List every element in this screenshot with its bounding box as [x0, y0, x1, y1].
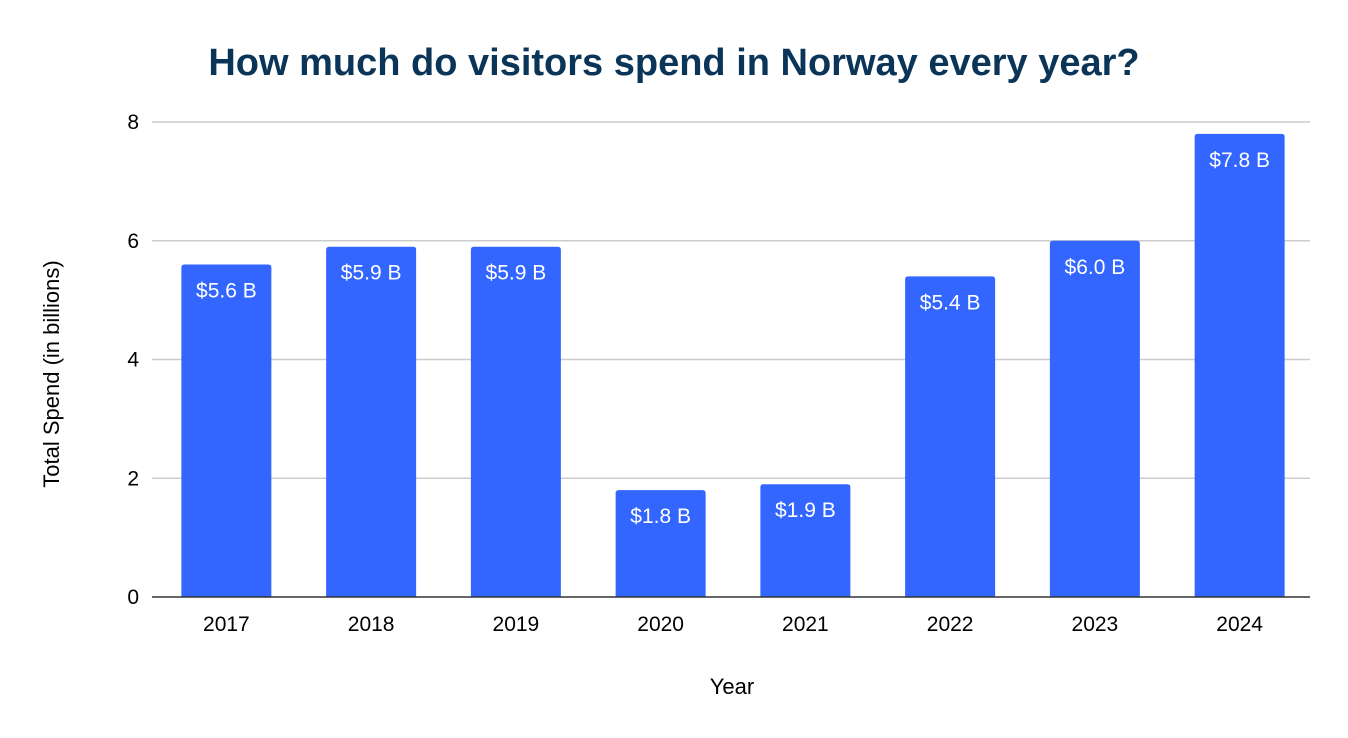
chart-title: How much do visitors spend in Norway eve… — [208, 42, 1139, 84]
bars — [181, 133, 1285, 597]
bar-2017 — [181, 264, 272, 597]
data-label-2022: $5.4 B — [920, 291, 981, 314]
bar-2020 — [615, 490, 706, 597]
bar-2021 — [760, 484, 851, 597]
bar-2018 — [326, 246, 417, 597]
data-label-2018: $5.9 B — [341, 262, 402, 285]
y-tick-label: 4 — [127, 349, 139, 372]
x-axis-label: Year — [710, 674, 754, 699]
x-tick-label: 2024 — [1216, 613, 1263, 636]
data-label-2024: $7.8 B — [1209, 149, 1270, 172]
y-axis-ticks: 0 2 4 6 8 — [127, 111, 139, 609]
data-label-2021: $1.9 B — [775, 499, 836, 522]
x-tick-label: 2018 — [348, 613, 395, 636]
y-tick-label: 2 — [127, 467, 139, 490]
x-axis-ticks: 2017 2018 2019 2020 2021 2022 2023 2024 — [203, 613, 1263, 636]
bar-2023 — [1049, 240, 1140, 597]
x-tick-label: 2022 — [927, 613, 974, 636]
y-tick-label: 0 — [127, 586, 139, 609]
data-labels: $5.6 B $5.9 B $5.9 B $1.8 B $1.9 B $5.4 B $6.0… — [196, 149, 1270, 528]
bar-2019 — [470, 246, 561, 597]
bar-2022 — [905, 276, 996, 597]
y-tick-label: 6 — [127, 230, 139, 253]
bar-2024 — [1194, 133, 1285, 597]
x-tick-label: 2019 — [493, 613, 540, 636]
data-label-2023: $6.0 B — [1065, 256, 1126, 279]
x-tick-label: 2020 — [637, 613, 684, 636]
data-label-2020: $1.8 B — [630, 505, 691, 528]
y-tick-label: 8 — [127, 111, 139, 134]
x-tick-label: 2023 — [1072, 613, 1119, 636]
x-tick-label: 2021 — [782, 613, 829, 636]
x-tick-label: 2017 — [203, 613, 250, 636]
data-label-2019: $5.9 B — [486, 262, 547, 285]
data-label-2017: $5.6 B — [196, 280, 257, 303]
y-axis-label: Total Spend (in billions) — [39, 260, 64, 487]
